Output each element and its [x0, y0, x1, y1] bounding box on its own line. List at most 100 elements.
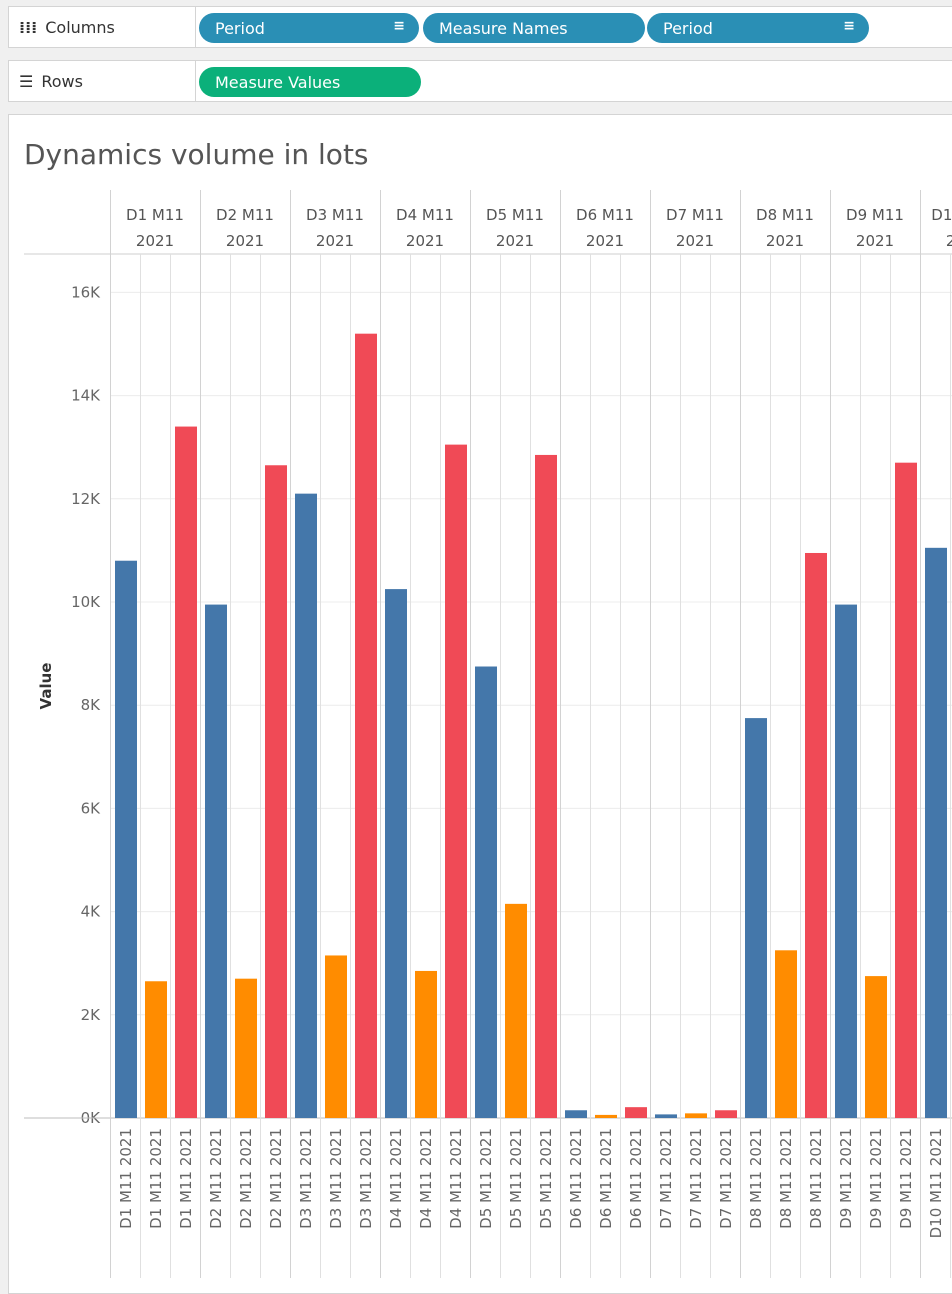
- x-tick-label: D7 M11 2021: [657, 1128, 675, 1229]
- columns-pill-period[interactable]: Period ≡: [199, 13, 419, 43]
- bar[interactable]: [775, 950, 797, 1118]
- x-tick-label: D4 M11 2021: [417, 1128, 435, 1229]
- bar[interactable]: [625, 1107, 647, 1118]
- bar[interactable]: [445, 444, 467, 1118]
- bar[interactable]: [835, 604, 857, 1118]
- bar[interactable]: [325, 955, 347, 1118]
- pill-label: Period: [215, 18, 265, 38]
- bar[interactable]: [235, 978, 257, 1118]
- bar[interactable]: [265, 465, 287, 1118]
- rows-shelf-label: ☰ Rows: [9, 61, 196, 101]
- bar[interactable]: [415, 970, 437, 1118]
- y-tick-label: 6K: [81, 799, 102, 817]
- x-tick-label: D4 M11 2021: [447, 1128, 465, 1229]
- column-header-line2: 2021: [406, 232, 444, 250]
- bar[interactable]: [655, 1114, 677, 1118]
- x-tick-label: D8 M11 2021: [807, 1128, 825, 1229]
- x-tick-label: D2 M11 2021: [267, 1128, 285, 1229]
- x-tick-label: D6 M11 2021: [567, 1128, 585, 1229]
- x-tick-label: D1 M11 2021: [147, 1128, 165, 1229]
- bar[interactable]: [295, 493, 317, 1118]
- x-tick-label: D9 M11 2021: [867, 1128, 885, 1229]
- x-tick-label: D9 M11 2021: [897, 1128, 915, 1229]
- columns-shelf-label: ⁞⁞⁞ Columns: [9, 7, 196, 47]
- column-header-line1: D3 M11: [306, 206, 364, 224]
- chart-title: Dynamics volume in lots: [24, 138, 369, 171]
- x-tick-label: D8 M11 2021: [747, 1128, 765, 1229]
- x-tick-label: D3 M11 2021: [327, 1128, 345, 1229]
- column-header-line2: 2021: [226, 232, 264, 250]
- bar[interactable]: [595, 1114, 617, 1118]
- bar[interactable]: [475, 666, 497, 1119]
- column-header-line1: D6 M11: [576, 206, 634, 224]
- pill-label: Period: [663, 18, 713, 38]
- x-tick-label: D5 M11 2021: [537, 1128, 555, 1229]
- column-header-line2: 2021: [766, 232, 804, 250]
- columns-pill-period-2[interactable]: Period ≡: [647, 13, 869, 43]
- column-header-line2: 2021: [946, 232, 952, 250]
- y-tick-label: 12K: [71, 490, 101, 508]
- rows-label-text: Rows: [41, 71, 83, 91]
- column-header-line2: 2021: [316, 232, 354, 250]
- bar[interactable]: [745, 718, 767, 1118]
- bar[interactable]: [925, 547, 947, 1118]
- column-header-line2: 2021: [496, 232, 534, 250]
- pill-label: Measure Values: [215, 72, 341, 92]
- bar[interactable]: [805, 552, 827, 1118]
- rows-pill-measure-values[interactable]: Measure Values: [199, 67, 421, 97]
- bar[interactable]: [895, 462, 917, 1118]
- bar[interactable]: [535, 454, 557, 1118]
- y-tick-label: 2K: [81, 1006, 102, 1024]
- bar[interactable]: [175, 426, 197, 1118]
- x-tick-label: D8 M11 2021: [777, 1128, 795, 1229]
- x-tick-label: D5 M11 2021: [507, 1128, 525, 1229]
- column-header-line1: D4 M11: [396, 206, 454, 224]
- bar[interactable]: [385, 589, 407, 1118]
- y-tick-label: 4K: [81, 903, 102, 921]
- x-tick-label: D10 M11 2021: [927, 1128, 945, 1238]
- column-header-line1: D9 M11: [846, 206, 904, 224]
- x-tick-label: D7 M11 2021: [687, 1128, 705, 1229]
- column-header-line1: D8 M11: [756, 206, 814, 224]
- columns-label-text: Columns: [45, 17, 115, 37]
- column-header-line2: 2021: [136, 232, 174, 250]
- x-tick-label: D4 M11 2021: [387, 1128, 405, 1229]
- columns-pill-measure-names[interactable]: Measure Names: [423, 13, 645, 43]
- bar[interactable]: [145, 981, 167, 1118]
- rows-shelf[interactable]: ☰ Rows Measure Values: [8, 60, 952, 102]
- bar[interactable]: [565, 1110, 587, 1118]
- bar[interactable]: [865, 976, 887, 1118]
- x-tick-label: D6 M11 2021: [597, 1128, 615, 1229]
- bar[interactable]: [205, 604, 227, 1118]
- column-header-line1: D1 M11: [126, 206, 184, 224]
- x-tick-label: D3 M11 2021: [297, 1128, 315, 1229]
- x-tick-label: D7 M11 2021: [717, 1128, 735, 1229]
- bar[interactable]: [715, 1110, 737, 1118]
- column-header-line1: D7 M11: [666, 206, 724, 224]
- column-header-line1: D10 M11: [931, 206, 952, 224]
- x-tick-label: D3 M11 2021: [357, 1128, 375, 1229]
- rows-icon: ☰: [19, 71, 34, 91]
- column-header-line1: D5 M11: [486, 206, 544, 224]
- y-tick-label: 16K: [71, 283, 101, 301]
- sort-ascending-icon[interactable]: ≡: [393, 18, 405, 34]
- bar[interactable]: [115, 560, 137, 1118]
- x-tick-label: D1 M11 2021: [177, 1128, 195, 1229]
- x-tick-label: D2 M11 2021: [207, 1128, 225, 1229]
- y-tick-label: 8K: [81, 696, 102, 714]
- x-tick-label: D5 M11 2021: [477, 1128, 495, 1229]
- columns-shelf[interactable]: ⁞⁞⁞ Columns Period ≡ Measure Names Perio…: [8, 6, 952, 48]
- y-axis-label: Value: [37, 663, 55, 710]
- y-tick-label: 10K: [71, 593, 101, 611]
- columns-icon: ⁞⁞⁞: [19, 17, 38, 37]
- bar[interactable]: [685, 1113, 707, 1118]
- bar[interactable]: [505, 903, 527, 1118]
- sort-ascending-icon[interactable]: ≡: [843, 18, 855, 34]
- x-tick-label: D1 M11 2021: [117, 1128, 135, 1229]
- y-tick-label: 14K: [71, 387, 101, 405]
- pill-label: Measure Names: [439, 18, 568, 38]
- x-tick-label: D9 M11 2021: [837, 1128, 855, 1229]
- bar[interactable]: [355, 333, 377, 1118]
- x-tick-label: D6 M11 2021: [627, 1128, 645, 1229]
